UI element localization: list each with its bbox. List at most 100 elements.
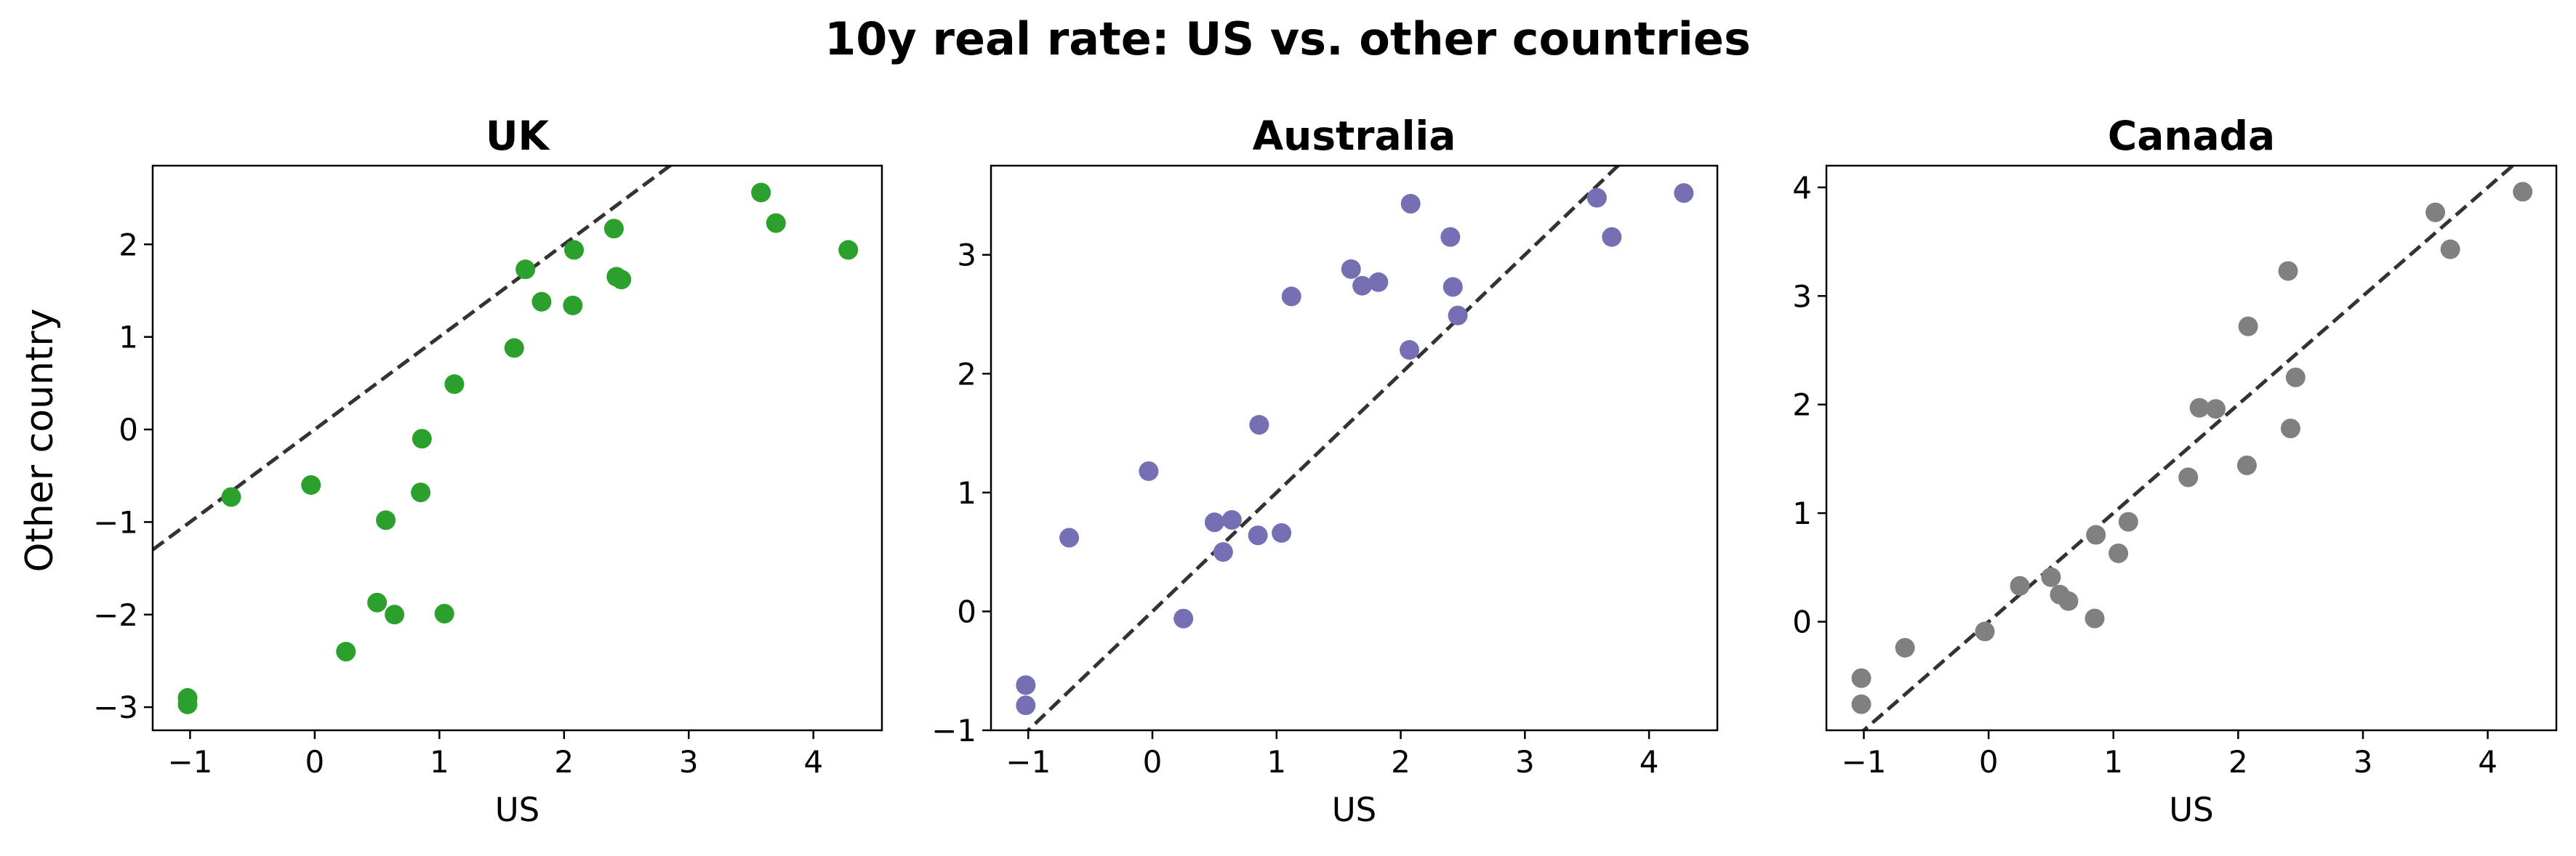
data-point (1016, 675, 1036, 695)
x-axis-label: US (495, 791, 540, 829)
data-point (2178, 467, 2199, 488)
x-tick-label: −1 (167, 744, 212, 780)
data-point (1173, 608, 1194, 629)
y-tick-label: 3 (1792, 278, 1812, 314)
y-tick-label: −2 (93, 597, 138, 633)
x-axis-label: US (1332, 791, 1377, 829)
y-tick-label: 1 (1792, 496, 1812, 531)
data-point (766, 213, 786, 233)
data-point (1851, 668, 1871, 688)
x-tick-label: 2 (1391, 744, 1411, 780)
plot-frame (1825, 164, 2558, 732)
x-tick-label: 0 (305, 744, 325, 780)
y-tick-label: 1 (957, 475, 976, 511)
data-point (221, 487, 241, 507)
data-point (1586, 187, 1607, 208)
data-point (751, 182, 771, 203)
x-tick-label: −1 (1006, 744, 1051, 780)
panel-uk: UK −1 0 1 2 3 4 −3 −2 −1 0 1 2 US (93, 113, 883, 829)
data-point (412, 429, 432, 449)
y-tick-label: 0 (119, 412, 138, 448)
data-point (1204, 512, 1224, 533)
y-tick-label: 2 (1792, 387, 1812, 423)
data-point (1248, 525, 1268, 546)
x-tick-label: 2 (554, 744, 574, 780)
y-tick-label: −3 (93, 690, 138, 725)
x-tick-label: 0 (1143, 744, 1163, 780)
reference-line (1861, 166, 2516, 730)
data-point (411, 482, 431, 503)
data-point (1448, 305, 1468, 326)
x-tick-label: 4 (2478, 744, 2497, 780)
x-tick-label: 3 (2354, 744, 2373, 780)
x-tick-label: 1 (2103, 744, 2123, 780)
data-point (564, 240, 585, 260)
x-tick-label: 4 (1640, 744, 1659, 780)
y-tick-label: 1 (119, 320, 138, 355)
data-point (2278, 261, 2298, 281)
data-point (2236, 455, 2257, 475)
data-point (838, 240, 859, 260)
panel-canada: Canada −1 0 1 2 3 4 0 1 2 3 4 US (1792, 113, 2558, 829)
data-point (504, 338, 524, 358)
data-point (1440, 227, 1461, 247)
data-point (2058, 591, 2079, 611)
x-tick-label: 4 (803, 744, 823, 780)
x-tick-label: 2 (2228, 744, 2248, 780)
data-point (1272, 522, 1292, 543)
data-point (434, 604, 454, 624)
x-tick-label: 3 (679, 744, 699, 780)
data-point (1368, 272, 1389, 292)
data-point (1400, 193, 1421, 214)
data-point (1221, 509, 1242, 530)
reference-line (153, 166, 673, 552)
data-point (301, 475, 321, 495)
shared-y-axis-label: Other country (18, 308, 62, 572)
data-point (603, 219, 624, 239)
data-point (385, 605, 405, 625)
data-point (611, 270, 632, 290)
data-point (2108, 543, 2129, 563)
x-axis-label: US (2169, 791, 2214, 829)
y-tick-label: −1 (93, 504, 138, 540)
data-point (1895, 637, 1915, 658)
panels: UK −1 0 1 2 3 4 −3 −2 −1 0 1 2 US Australia −1 0 1 2 3 4 −1 0 1… (93, 113, 2558, 829)
x-tick-label: 1 (1267, 744, 1286, 780)
y-tick-label: 0 (957, 594, 976, 629)
data-point (2085, 608, 2105, 629)
data-point (2205, 399, 2226, 419)
x-tick-label: 0 (1979, 744, 1999, 780)
y-tick-label: −1 (931, 713, 976, 748)
plot-frame (151, 164, 883, 732)
x-tick-label: −1 (1842, 744, 1887, 780)
data-point (336, 642, 356, 662)
data-point (563, 295, 583, 315)
data-point (444, 374, 465, 395)
y-tick-label: 2 (119, 227, 138, 262)
data-point (1249, 415, 1269, 435)
data-point (515, 259, 536, 280)
data-point (1602, 227, 1622, 247)
data-point (1851, 694, 1871, 714)
panel-title: UK (486, 113, 551, 159)
data-point (1213, 542, 1233, 562)
data-point (2280, 419, 2300, 439)
panel-title: Australia (1253, 113, 1456, 159)
reference-line (1025, 166, 1621, 730)
data-point (531, 291, 552, 312)
data-point (1016, 695, 1036, 716)
data-point (2440, 239, 2460, 259)
data-point (367, 592, 388, 613)
y-tick-label: 4 (1792, 170, 1812, 206)
data-point (2513, 182, 2533, 202)
data-point (2010, 576, 2030, 596)
data-point (177, 694, 198, 714)
data-point (1399, 340, 1419, 360)
panel-australia: Australia −1 0 1 2 3 4 −1 0 1 2 3 US (931, 113, 1719, 829)
data-point (1341, 259, 1361, 279)
data-point (1975, 621, 1995, 642)
y-tick-label: 0 (1792, 605, 1812, 640)
panel-title: Canada (2108, 113, 2275, 159)
data-point (2238, 316, 2258, 336)
